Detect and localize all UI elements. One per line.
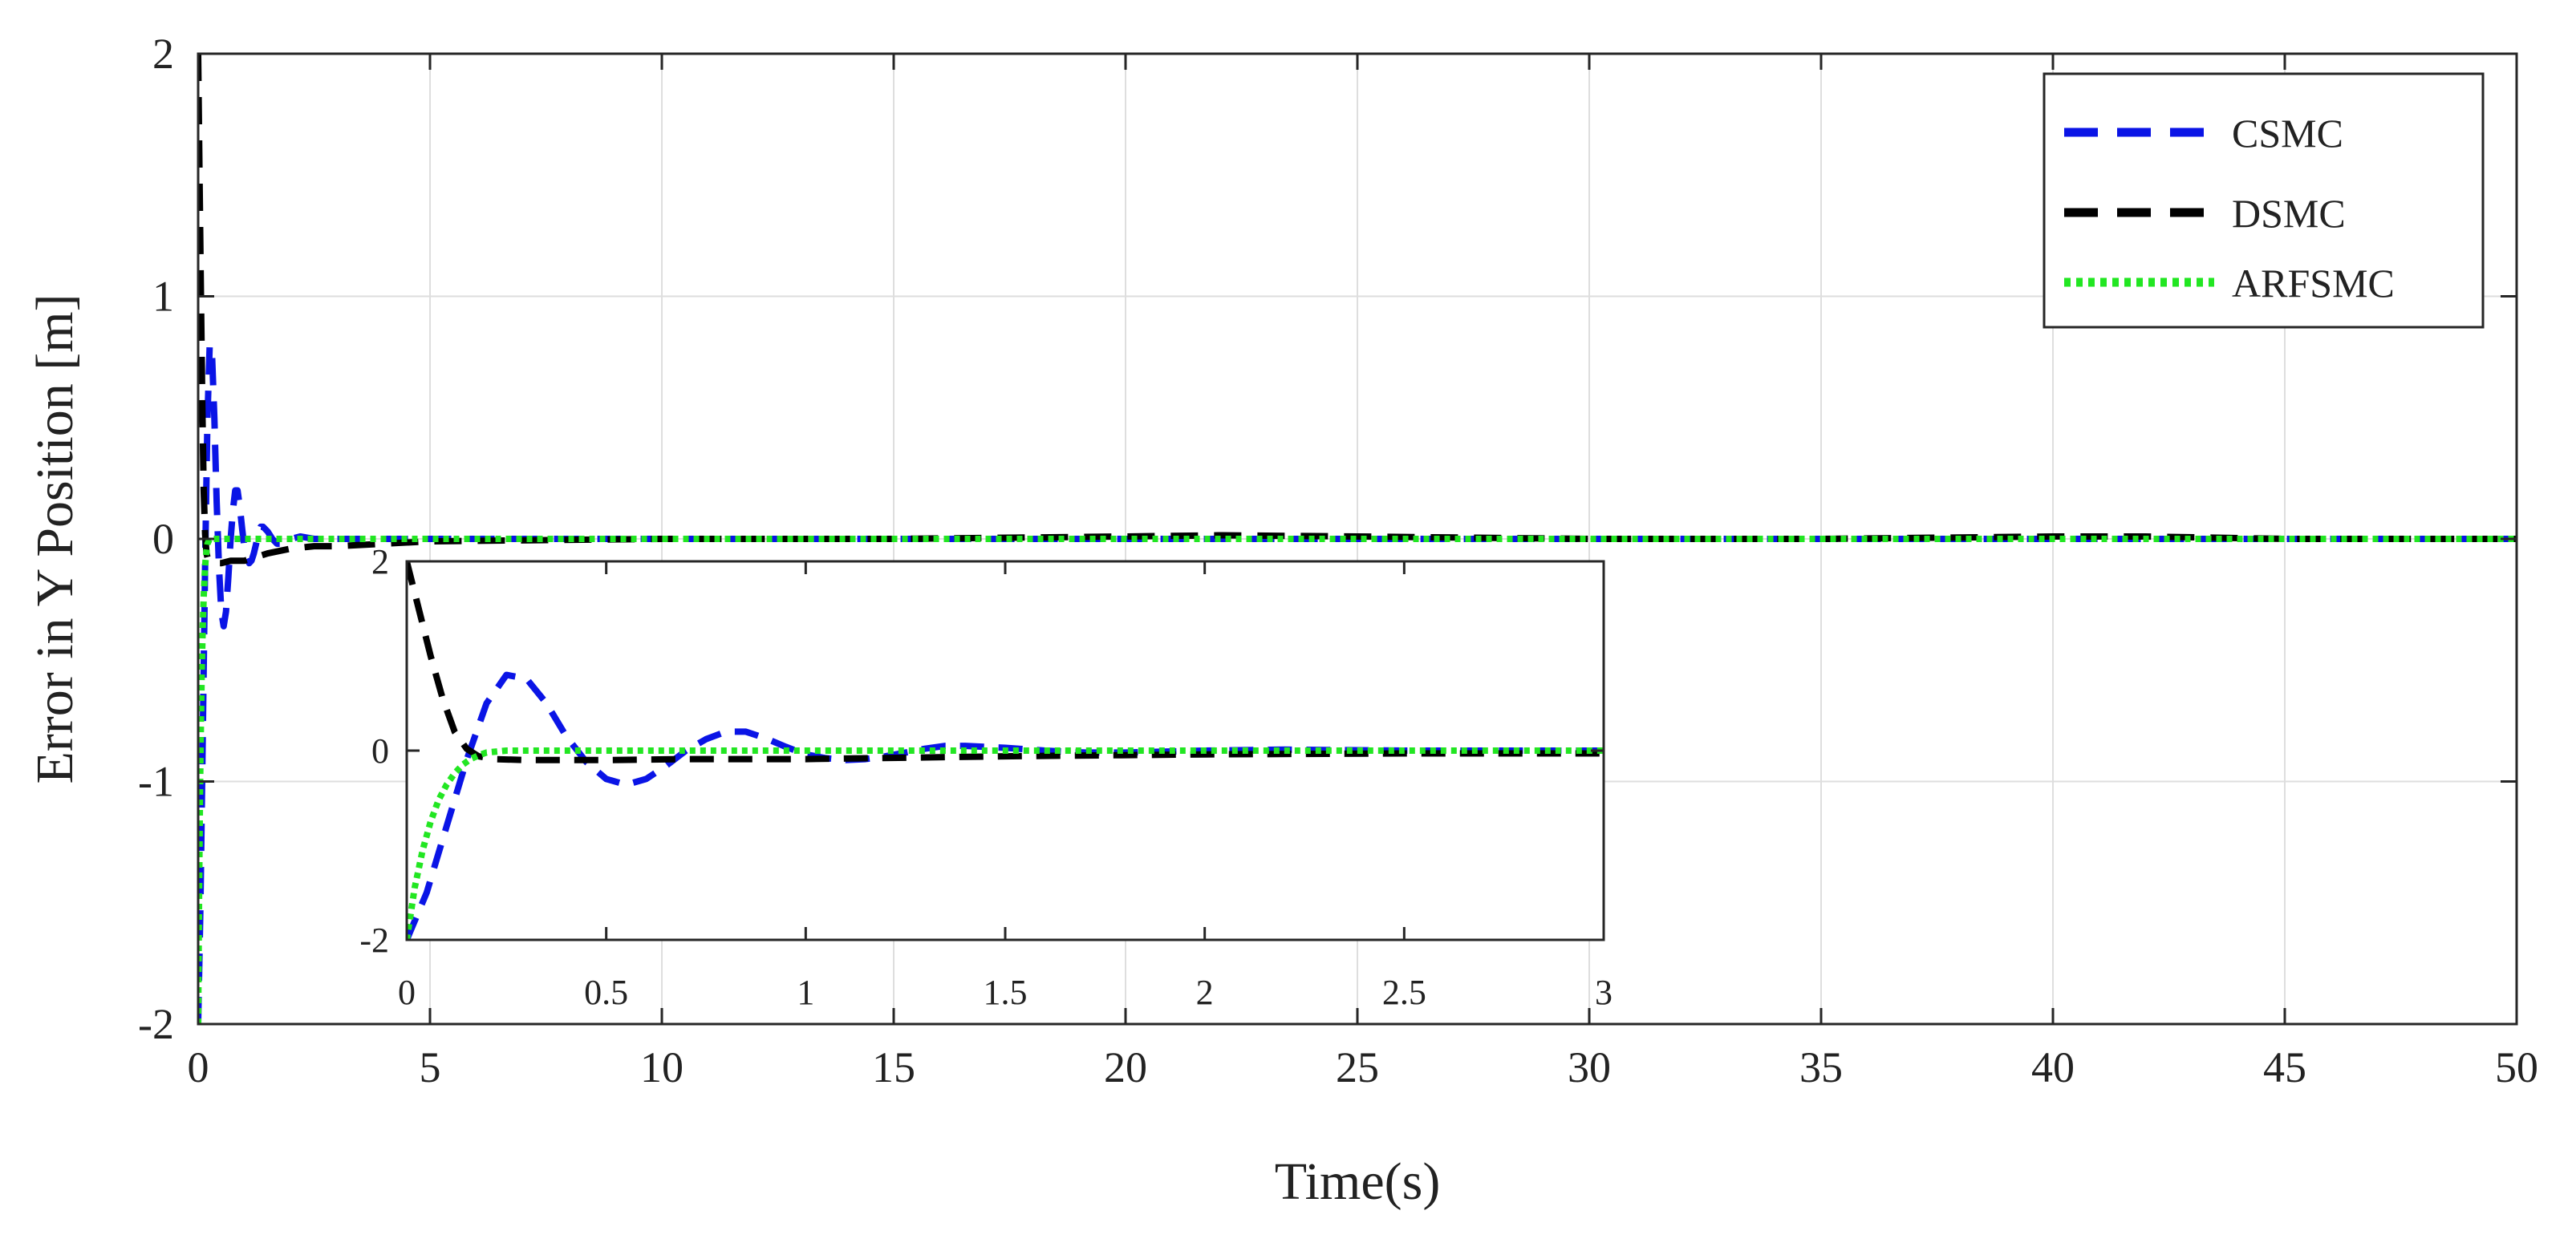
y-axis-title: Error in Y Position [m] — [26, 294, 84, 783]
main-x-tick-label: 0 — [188, 1043, 209, 1091]
inset-series-group — [407, 561, 1604, 940]
main-x-tick-label: 30 — [1568, 1043, 1611, 1091]
main-y-tick-label: -1 — [138, 758, 174, 806]
main-x-tick-label: 15 — [872, 1043, 915, 1091]
main-ticks — [197, 52, 2518, 1026]
legend-label-csmc: CSMC — [2232, 111, 2343, 156]
inset-x-tick-label: 3 — [1595, 973, 1613, 1012]
legend-label-dsmc: DSMC — [2232, 191, 2346, 236]
main-x-tick-label: 20 — [1104, 1043, 1147, 1091]
inset-x-tick-label: 1 — [797, 973, 814, 1012]
main-y-tick-label: -2 — [138, 1000, 174, 1048]
inset-plot: 0 0.5 1 1.5 2 2.5 3-202 — [359, 542, 1613, 1012]
main-x-tick-label: 45 — [2263, 1043, 2306, 1091]
main-series-arfsmc — [198, 536, 2517, 1024]
inset-series-dsmc — [407, 561, 1604, 763]
main-x-tick-label: 35 — [1799, 1043, 1843, 1091]
inset-x-tick-label: 0.5 — [584, 973, 628, 1012]
inset-x-tick-label: 1.5 — [984, 973, 1028, 1012]
main-x-tick-label: 50 — [2495, 1043, 2538, 1091]
inset-series-layer — [407, 561, 1604, 940]
inset-tick-labels: 0 0.5 1 1.5 2 2.5 3-202 — [359, 542, 1613, 1012]
inset-y-tick-label: -2 — [359, 921, 389, 960]
main-x-tick-label: 10 — [640, 1043, 684, 1091]
inset-y-tick-label: 2 — [371, 542, 389, 581]
legend: CSMC DSMC ARFSMC — [2043, 72, 2485, 329]
main-y-tick-label: 1 — [152, 273, 174, 321]
inset-x-tick-label: 2.5 — [1382, 973, 1426, 1012]
main-x-tick-label: 25 — [1336, 1043, 1379, 1091]
main-x-tick-label: 5 — [420, 1043, 441, 1091]
main-series-layer — [198, 54, 2517, 1024]
inset-x-tick-label: 0 — [398, 973, 416, 1012]
main-x-tick-label: 40 — [2031, 1043, 2075, 1091]
inset-ticks — [405, 560, 1605, 941]
x-axis-title: Time(s) — [1275, 1152, 1441, 1211]
main-y-tick-label: 0 — [152, 515, 174, 563]
legend-label-arfsmc: ARFSMC — [2232, 261, 2395, 306]
main-series-group — [198, 54, 2517, 1024]
inset-x-tick-label: 2 — [1196, 973, 1214, 1012]
main-y-tick-label: 2 — [152, 30, 174, 78]
inset-y-tick-label: 0 — [371, 731, 389, 771]
